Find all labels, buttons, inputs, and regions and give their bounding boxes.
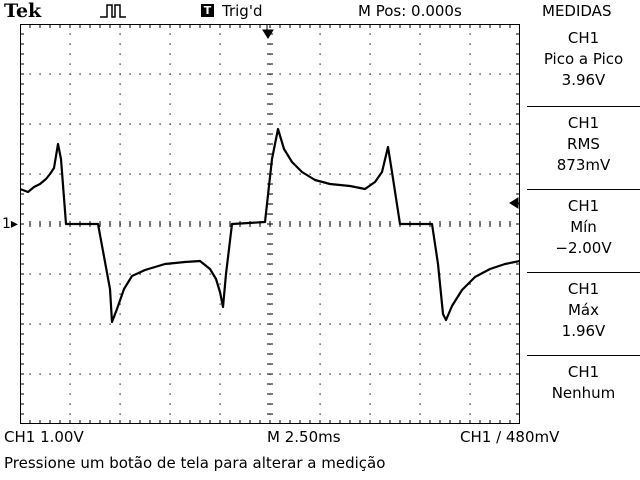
waveform-display — [20, 24, 520, 424]
measurement-slot-5[interactable]: CH1 Nenhum — [527, 355, 640, 438]
status-message: Pressione um botão de tela para alterar … — [4, 454, 386, 472]
trigger-status: Trig'd — [222, 2, 263, 20]
menu-title: MEDIDAS — [542, 2, 612, 20]
ch1-ground-marker: 1▸ — [2, 216, 18, 232]
brand-logo: Tek — [4, 0, 42, 22]
ch1-vertical-scale: CH1 1.00V — [4, 428, 84, 446]
measurement-slot-1[interactable]: CH1 Pico a Pico 3.96V — [543, 29, 624, 89]
horizontal-position-readout: M Pos: 0.000s — [358, 2, 462, 20]
trigger-box-icon: T — [201, 4, 214, 17]
pulse-trigger-icon — [100, 4, 126, 18]
ch1-waveform-trace — [20, 127, 520, 324]
trigger-readout: CH1 ∕ 480mV — [460, 428, 560, 446]
status-bar: Tek T Trig'd M Pos: 0.000s MEDIDAS — [0, 0, 640, 22]
trigger-position-marker — [262, 24, 274, 39]
timebase-readout: M 2.50ms — [267, 428, 341, 446]
measurement-slot-4[interactable]: CH1 Máx 1.96V — [527, 272, 640, 355]
measurement-slot-2[interactable]: CH1 RMS 873mV — [527, 106, 640, 189]
measurement-slot-3[interactable]: CH1 Mín −2.00V — [527, 189, 640, 272]
measurement-menu: CH1 Pico a Pico 3.96V CH1 RMS 873mV CH1 … — [527, 22, 640, 440]
trigger-level-marker — [509, 197, 520, 209]
